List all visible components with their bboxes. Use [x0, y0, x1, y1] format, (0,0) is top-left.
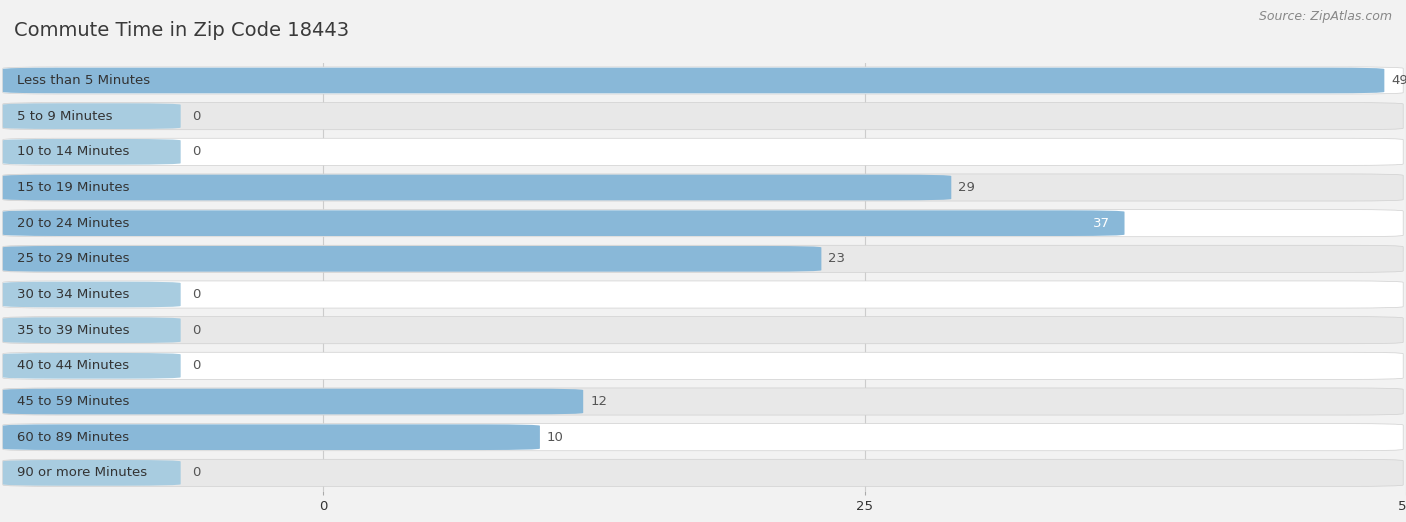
Text: 90 or more Minutes: 90 or more Minutes — [17, 466, 148, 479]
FancyBboxPatch shape — [3, 353, 181, 378]
Text: Source: ZipAtlas.com: Source: ZipAtlas.com — [1258, 10, 1392, 23]
Text: 5 to 9 Minutes: 5 to 9 Minutes — [17, 110, 112, 123]
Text: 45 to 59 Minutes: 45 to 59 Minutes — [17, 395, 129, 408]
FancyBboxPatch shape — [3, 245, 1403, 272]
Text: 60 to 89 Minutes: 60 to 89 Minutes — [17, 431, 129, 444]
FancyBboxPatch shape — [3, 175, 952, 200]
Text: 23: 23 — [828, 252, 845, 265]
FancyBboxPatch shape — [3, 459, 1403, 487]
FancyBboxPatch shape — [3, 388, 1403, 415]
FancyBboxPatch shape — [3, 67, 1403, 94]
FancyBboxPatch shape — [3, 139, 181, 164]
FancyBboxPatch shape — [3, 210, 1125, 236]
Text: 0: 0 — [193, 324, 200, 337]
Text: 49: 49 — [1392, 74, 1406, 87]
Text: 0: 0 — [193, 145, 200, 158]
FancyBboxPatch shape — [3, 246, 821, 271]
Text: 10 to 14 Minutes: 10 to 14 Minutes — [17, 145, 129, 158]
FancyBboxPatch shape — [3, 389, 583, 414]
Text: 20 to 24 Minutes: 20 to 24 Minutes — [17, 217, 129, 230]
Text: 30 to 34 Minutes: 30 to 34 Minutes — [17, 288, 129, 301]
Text: Less than 5 Minutes: Less than 5 Minutes — [17, 74, 150, 87]
FancyBboxPatch shape — [3, 424, 1403, 450]
FancyBboxPatch shape — [3, 138, 1403, 165]
Text: 0: 0 — [193, 110, 200, 123]
FancyBboxPatch shape — [3, 317, 181, 343]
Text: 0: 0 — [193, 288, 200, 301]
FancyBboxPatch shape — [3, 103, 181, 129]
Text: 12: 12 — [591, 395, 607, 408]
FancyBboxPatch shape — [3, 68, 1385, 93]
Text: 25 to 29 Minutes: 25 to 29 Minutes — [17, 252, 129, 265]
Text: 40 to 44 Minutes: 40 to 44 Minutes — [17, 359, 129, 372]
Text: 0: 0 — [193, 359, 200, 372]
Text: 0: 0 — [193, 466, 200, 479]
FancyBboxPatch shape — [3, 103, 1403, 129]
Text: 35 to 39 Minutes: 35 to 39 Minutes — [17, 324, 129, 337]
FancyBboxPatch shape — [3, 317, 1403, 343]
FancyBboxPatch shape — [3, 174, 1403, 201]
FancyBboxPatch shape — [3, 210, 1403, 236]
Text: 37: 37 — [1094, 217, 1111, 230]
Text: Commute Time in Zip Code 18443: Commute Time in Zip Code 18443 — [14, 21, 349, 40]
FancyBboxPatch shape — [3, 281, 1403, 308]
FancyBboxPatch shape — [3, 352, 1403, 379]
Text: 29: 29 — [959, 181, 976, 194]
FancyBboxPatch shape — [3, 282, 181, 307]
Text: 10: 10 — [547, 431, 564, 444]
Text: 15 to 19 Minutes: 15 to 19 Minutes — [17, 181, 129, 194]
FancyBboxPatch shape — [3, 460, 181, 485]
FancyBboxPatch shape — [3, 424, 540, 450]
